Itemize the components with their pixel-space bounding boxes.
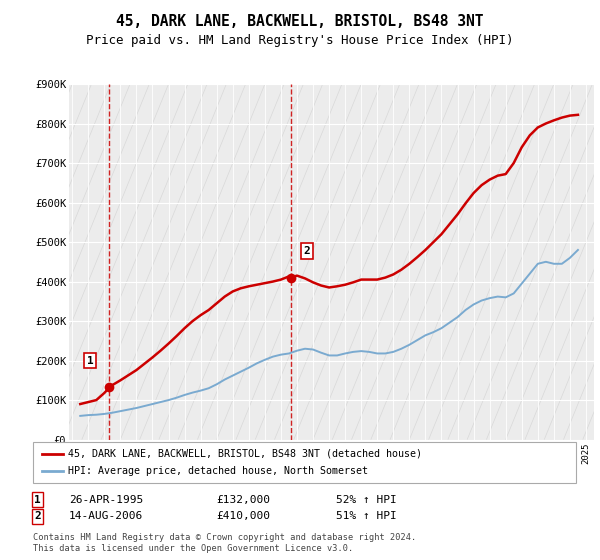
Text: 2: 2 xyxy=(304,246,310,256)
Text: 1: 1 xyxy=(87,356,94,366)
Text: 45, DARK LANE, BACKWELL, BRISTOL, BS48 3NT (detached house): 45, DARK LANE, BACKWELL, BRISTOL, BS48 3… xyxy=(68,449,422,459)
Text: 1: 1 xyxy=(34,494,41,505)
Text: 45, DARK LANE, BACKWELL, BRISTOL, BS48 3NT: 45, DARK LANE, BACKWELL, BRISTOL, BS48 3… xyxy=(116,14,484,29)
Text: £410,000: £410,000 xyxy=(216,511,270,521)
Text: £132,000: £132,000 xyxy=(216,494,270,505)
Text: 51% ↑ HPI: 51% ↑ HPI xyxy=(336,511,397,521)
Text: 26-APR-1995: 26-APR-1995 xyxy=(69,494,143,505)
Text: 52% ↑ HPI: 52% ↑ HPI xyxy=(336,494,397,505)
Text: Contains HM Land Registry data © Crown copyright and database right 2024.
This d: Contains HM Land Registry data © Crown c… xyxy=(33,533,416,553)
Text: HPI: Average price, detached house, North Somerset: HPI: Average price, detached house, Nort… xyxy=(68,466,368,477)
Text: 14-AUG-2006: 14-AUG-2006 xyxy=(69,511,143,521)
Text: Price paid vs. HM Land Registry's House Price Index (HPI): Price paid vs. HM Land Registry's House … xyxy=(86,34,514,46)
Text: 2: 2 xyxy=(34,511,41,521)
